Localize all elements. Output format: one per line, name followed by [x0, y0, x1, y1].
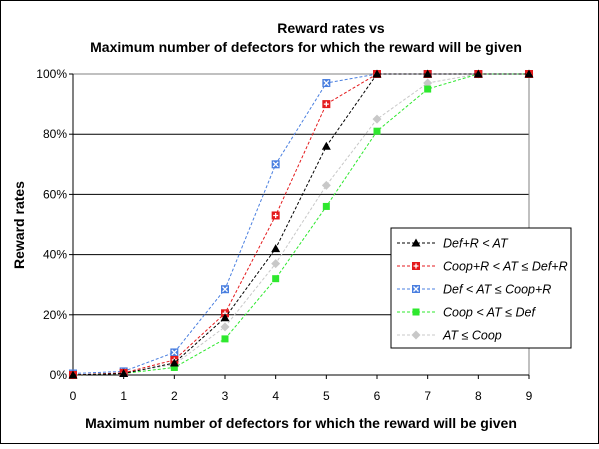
data-point-glyph: [323, 101, 329, 107]
x-tick-label: 4: [272, 389, 279, 403]
data-point: [271, 259, 281, 269]
data-point: [272, 275, 280, 283]
legend-label: AT ≤ Coop: [442, 329, 502, 343]
y-tick-label: 100%: [36, 67, 67, 81]
series-line: [72, 73, 529, 376]
data-point-glyph: [222, 286, 228, 293]
legend-label: Def < AT ≤ Coop+R: [443, 283, 551, 297]
series-line: [72, 73, 529, 376]
legend-item: Coop < AT ≤ Def: [397, 306, 536, 320]
x-tick-label: 1: [120, 389, 127, 403]
data-point: [411, 330, 421, 340]
data-point: [423, 78, 433, 88]
data-point: [373, 127, 381, 135]
data-point: [473, 69, 483, 78]
y-axis-title: Reward rates: [11, 181, 27, 269]
data-point-glyph: [413, 263, 419, 269]
legend-item: AT ≤ Coop: [397, 329, 502, 343]
data-point: [119, 368, 129, 377]
data-point-glyph: [273, 212, 279, 218]
legend-label: Coop < AT ≤ Def: [443, 306, 536, 320]
legend-label: Coop+R < AT ≤ Def+R: [443, 260, 568, 274]
y-tick-label: 40%: [43, 248, 67, 262]
x-tick-label: 9: [526, 389, 533, 403]
x-tick-label: 6: [374, 389, 381, 403]
data-point: [169, 358, 179, 367]
legend-item: Def+R < AT: [397, 237, 509, 251]
x-tick-label: 0: [70, 389, 77, 403]
data-point: [271, 244, 281, 253]
x-tick-label: 5: [323, 389, 330, 403]
data-point: [372, 69, 382, 78]
data-point: [423, 69, 433, 78]
y-tick-label: 20%: [43, 308, 67, 322]
x-tick-label: 8: [475, 389, 482, 403]
legend: Def+R < AT Coop+R < AT ≤ Def+R Def < AT ≤ …: [390, 227, 572, 349]
x-tick-label: 7: [424, 389, 431, 403]
y-tick-label: 0%: [50, 368, 68, 382]
data-point: [68, 370, 78, 379]
data-point: [220, 322, 230, 332]
data-point-glyph: [171, 349, 178, 356]
chart-title: Reward rates vs: [277, 20, 385, 36]
data-point-glyph: [323, 80, 330, 86]
data-point-glyph: [413, 286, 419, 292]
chart-subtitle: Maximum number of defectors for which th…: [90, 39, 522, 55]
x-tick-label: 3: [222, 389, 229, 403]
legend-item: Coop+R < AT ≤ Def+R: [397, 260, 568, 274]
data-point: [372, 114, 382, 124]
y-tick-label: 80%: [43, 127, 67, 141]
series-line: [72, 73, 529, 376]
series-0: [68, 69, 534, 379]
data-point-glyph: [272, 161, 279, 168]
plot-area: 0% 20% 40% 60% 80% 100% 0 1 2 3 4 5 6 7 8 9: [36, 67, 534, 403]
series-line: [72, 73, 529, 374]
data-point: [321, 141, 331, 150]
data-point: [170, 363, 178, 371]
data-point: [220, 313, 230, 322]
legend-box: [390, 227, 572, 349]
legend-label: Def+R < AT: [443, 237, 509, 251]
data-point: [411, 238, 421, 247]
x-axis-title: Maximum number of defectors for which th…: [85, 415, 517, 431]
y-tick-label: 60%: [43, 187, 67, 201]
data-point: [221, 335, 229, 343]
data-point: [424, 85, 432, 93]
data-point: [321, 180, 331, 190]
legend-item: Def < AT ≤ Coop+R: [397, 283, 551, 297]
data-point: [322, 202, 330, 210]
data-point: [412, 308, 420, 316]
data-point: [524, 69, 534, 78]
x-tick-label: 2: [171, 389, 178, 403]
